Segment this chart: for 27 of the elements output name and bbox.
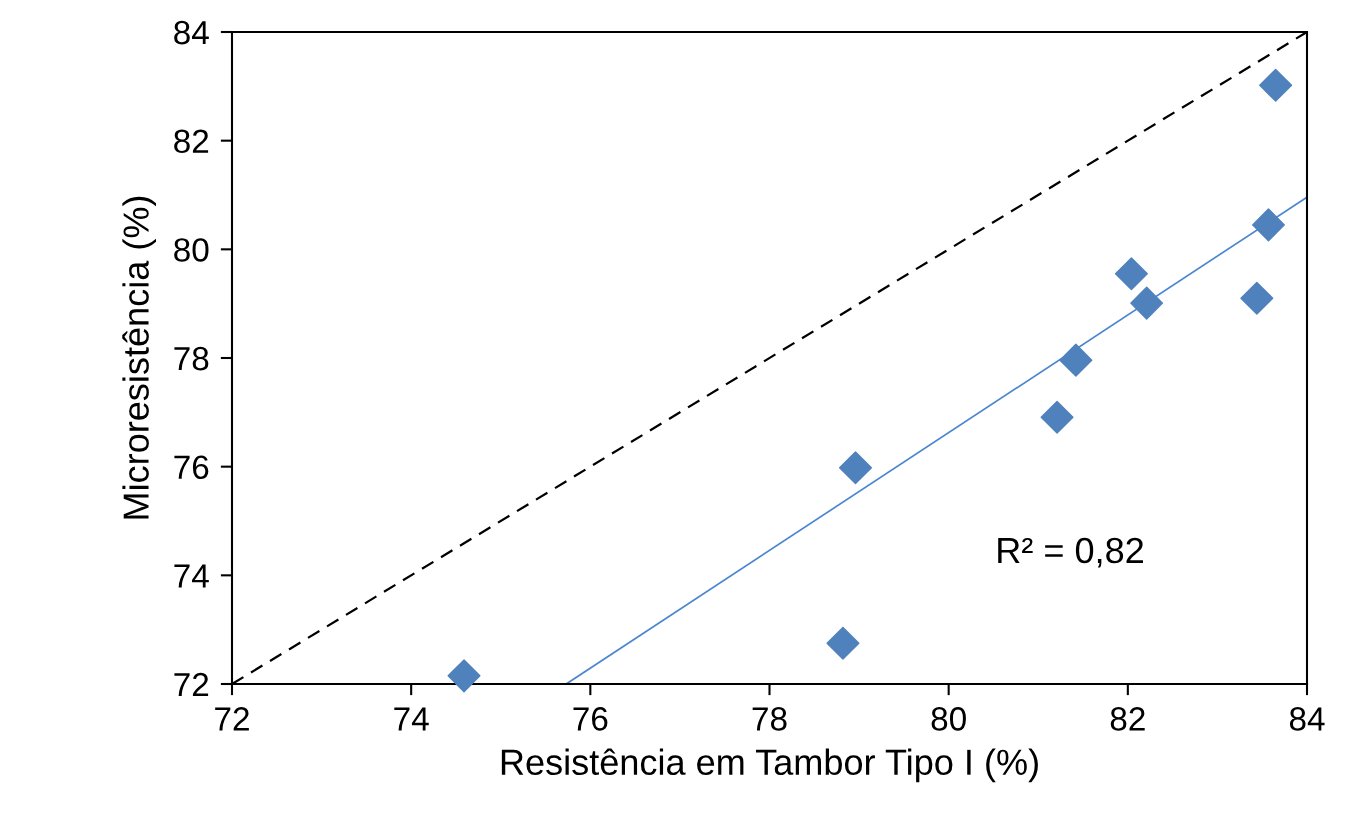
- x-tick-label: 78: [752, 707, 787, 731]
- point: [1059, 343, 1093, 377]
- x-tick-label: 80: [931, 707, 966, 731]
- point: [1114, 257, 1148, 291]
- x-tick-label: 74: [394, 707, 429, 731]
- y-tick-label: 76: [174, 455, 209, 480]
- y-tick-label: 78: [174, 346, 209, 371]
- y-tick-label: 74: [174, 564, 209, 588]
- y-tick-label: 80: [174, 238, 209, 262]
- x-axis-title: Resistência em Tambor Tipo I (%): [501, 748, 1038, 783]
- y-tick-label: 72: [174, 672, 209, 697]
- point: [447, 659, 481, 693]
- point: [1130, 286, 1164, 320]
- x-tick-label: 82: [1110, 707, 1145, 731]
- point: [1259, 68, 1293, 102]
- y-tick-label: 84: [174, 20, 209, 45]
- x-tick-label: 76: [573, 707, 608, 731]
- y-axis-title: Microresistência (%): [122, 196, 157, 519]
- point: [1040, 400, 1074, 434]
- x-tick-label: 84: [1289, 707, 1325, 731]
- point: [1251, 208, 1286, 242]
- annotation: R² = 0,82: [998, 537, 1143, 568]
- x-tick-label: 72: [215, 707, 249, 731]
- y-tick-label: 82: [174, 129, 209, 154]
- point: [826, 626, 860, 660]
- point: [838, 451, 873, 485]
- point: [1240, 281, 1274, 315]
